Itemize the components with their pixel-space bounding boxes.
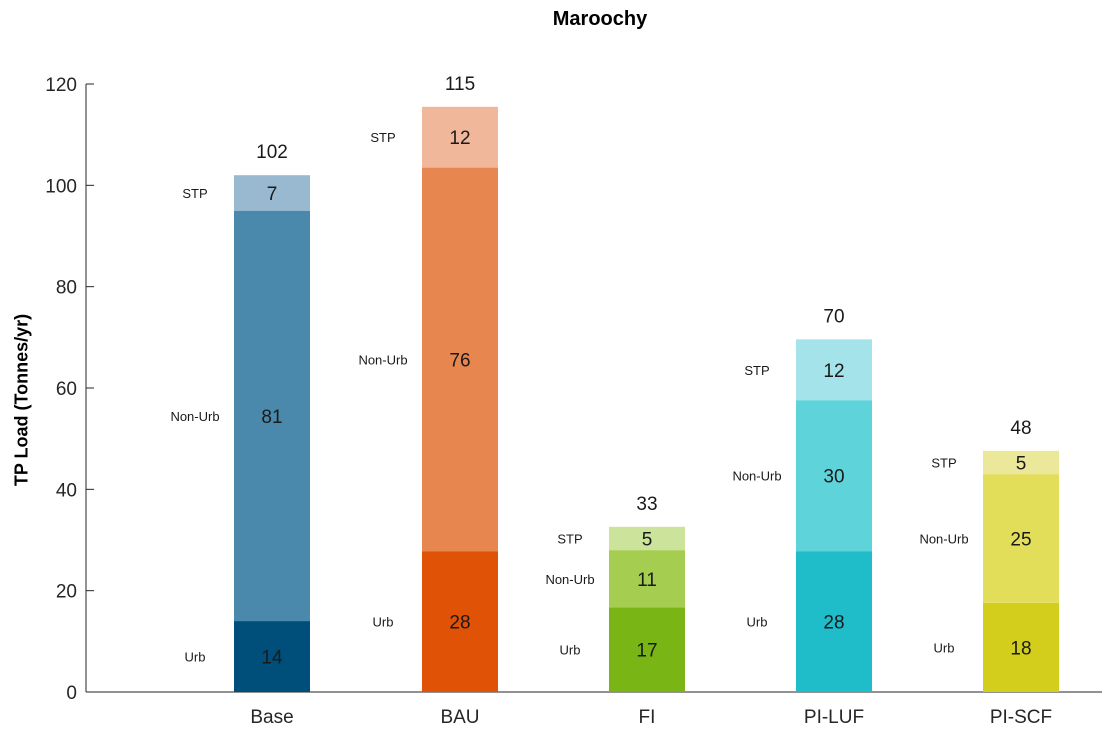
chart-title: Maroochy [552,8,648,30]
segment-value-label: 28 [449,613,470,634]
x-tick-label: PI-LUF [804,707,864,728]
y-axis: 0 20 40 60 80 100 120 [45,75,1102,704]
segment-value-label: 81 [261,407,282,428]
segment-name-label: Non-Urb [170,409,219,424]
x-tick-label: Base [250,707,293,728]
segment-value-label: 7 [267,184,278,205]
segment-name-label: STP [557,531,582,546]
labels: 14 Urb 81 Non-Urb 7 STP 102 Base 28 Urb 76 Non-Urb 1… [170,74,1052,728]
segment-name-label: STP [931,455,956,470]
y-tick-label: 60 [56,379,77,400]
bar-segment [983,602,1059,692]
bar-segment [422,551,498,692]
segment-name-label: Urb [185,650,206,665]
segment-name-label: Urb [934,640,955,655]
segment-name-label: STP [370,130,395,145]
segment-name-label: STP [182,186,207,201]
segment-name-label: Non-Urb [732,469,781,484]
segment-value-label: 76 [449,350,470,371]
bar-segment [422,167,498,552]
segment-name-label: Urb [373,615,394,630]
bars [234,106,1059,692]
bar-segment [796,339,872,401]
bar-segment [609,607,685,692]
segment-value-label: 17 [636,641,657,662]
y-tick-label: 40 [56,480,77,501]
bar-segment [796,400,872,552]
bar-total-label: 102 [256,142,288,163]
bar-total-label: 115 [445,74,475,95]
segment-value-label: 18 [1010,638,1031,659]
y-tick-label: 80 [56,278,77,299]
x-tick-label: BAU [440,707,479,728]
bar-segment [234,175,310,211]
bar-segment [796,551,872,692]
segment-value-label: 12 [449,128,470,149]
x-tick-label: FI [639,707,656,728]
segment-name-label: Non-Urb [919,531,968,546]
bar-total-label: 33 [636,494,657,515]
y-tick-label: 0 [66,683,77,704]
segment-name-label: Non-Urb [545,572,594,587]
segment-value-label: 12 [823,361,844,382]
segment-name-label: STP [744,363,769,378]
bar-total-label: 48 [1010,418,1031,439]
bar-segment [609,526,685,551]
bar-segment [422,106,498,168]
bar-segment [234,210,310,622]
segment-name-label: Urb [560,643,581,658]
segment-name-label: Non-Urb [358,352,407,367]
segment-name-label: Urb [747,615,768,630]
segment-value-label: 30 [823,467,844,488]
bar-segment [609,550,685,608]
segment-value-label: 5 [1016,453,1027,474]
segment-value-label: 11 [637,570,657,591]
y-tick-label: 20 [56,582,77,603]
y-tick-label: 120 [45,75,77,96]
bar-segment [234,621,310,692]
x-tick-label: PI-SCF [990,707,1052,728]
segment-value-label: 25 [1010,529,1031,550]
bar-segment [983,474,1059,603]
y-tick-label: 100 [45,176,77,197]
bar-total-label: 70 [823,306,844,327]
segment-value-label: 5 [642,529,653,550]
segment-value-label: 14 [261,648,283,669]
bar-segment [983,450,1059,475]
segment-value-label: 28 [823,613,844,634]
